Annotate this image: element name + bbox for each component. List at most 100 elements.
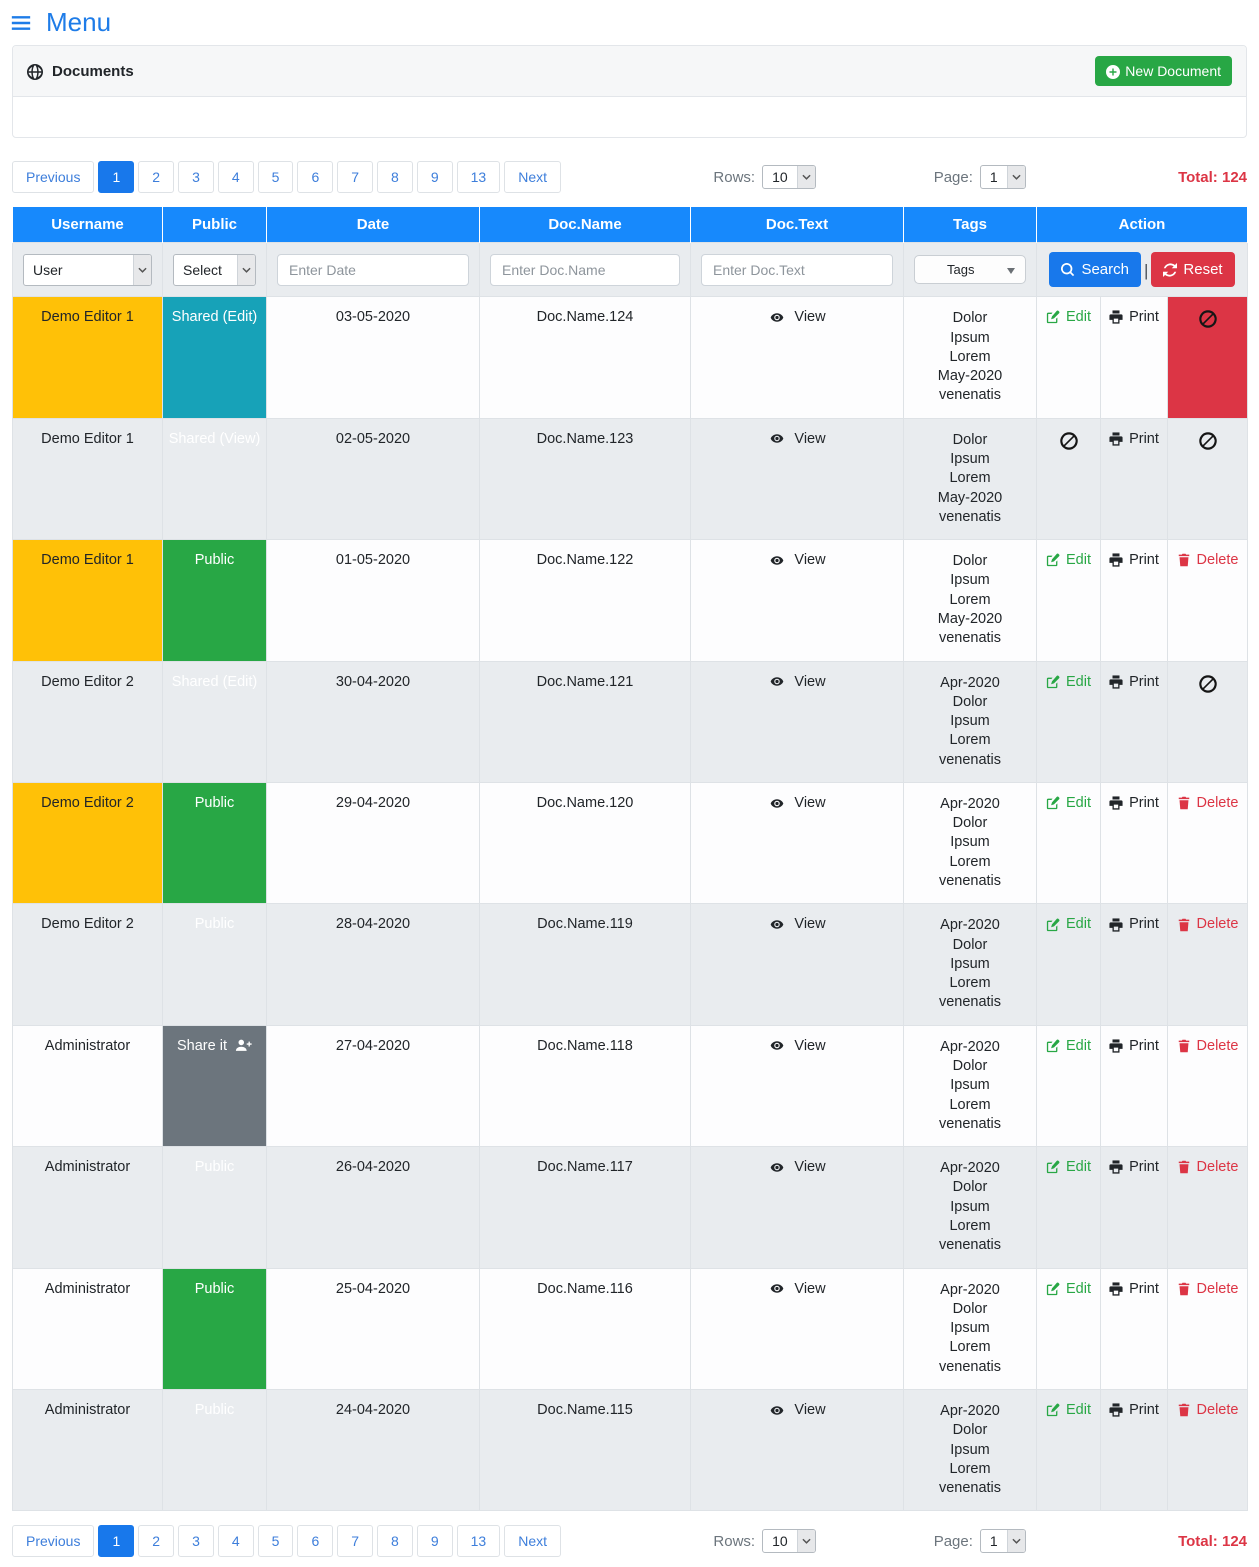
date-cell: 28-04-2020 xyxy=(266,903,480,1026)
delete-button[interactable]: Delete xyxy=(1177,916,1238,932)
delete-button[interactable]: Delete xyxy=(1177,795,1238,811)
view-button[interactable]: View xyxy=(768,1281,826,1297)
page-button-next[interactable]: Next xyxy=(504,1525,562,1558)
hamburger-icon[interactable] xyxy=(8,12,34,34)
view-button[interactable]: View xyxy=(768,309,826,325)
view-button[interactable]: View xyxy=(768,431,826,447)
username-cell: Administrator xyxy=(12,1146,163,1269)
page-button-previous[interactable]: Previous xyxy=(12,1525,95,1558)
tag: venenatis xyxy=(938,1115,1002,1132)
view-button[interactable]: View xyxy=(768,674,826,690)
page-button-previous[interactable]: Previous xyxy=(12,161,95,194)
edit-blocked-cell xyxy=(1036,417,1101,541)
edit-button[interactable]: Edit xyxy=(1046,795,1091,811)
page-button-8[interactable]: 8 xyxy=(377,161,413,194)
page-select[interactable]: 1 xyxy=(979,1529,1026,1554)
edit-button[interactable]: Edit xyxy=(1046,1281,1091,1297)
rows-select[interactable]: 10 xyxy=(762,165,816,190)
view-button[interactable]: View xyxy=(768,916,826,932)
page-button-1[interactable]: 1 xyxy=(98,161,135,194)
public-status-cell: Public xyxy=(162,781,267,905)
delete-button[interactable]: Delete xyxy=(1177,1402,1238,1418)
delete-cell: Delete xyxy=(1166,1267,1249,1390)
page-button-4[interactable]: 4 xyxy=(217,1525,254,1558)
print-button[interactable]: Print xyxy=(1109,795,1159,811)
tag: venenatis xyxy=(938,1480,1002,1497)
delete-button[interactable]: Delete xyxy=(1177,1038,1238,1054)
page-button-8[interactable]: 8 xyxy=(377,1525,413,1558)
page-button-2[interactable]: 2 xyxy=(138,161,175,194)
date-filter-input[interactable] xyxy=(277,253,469,286)
trash-icon xyxy=(1177,916,1191,932)
edit-button[interactable]: Edit xyxy=(1046,1402,1091,1418)
edit-button[interactable]: Edit xyxy=(1046,552,1091,568)
view-button[interactable]: View xyxy=(768,552,826,568)
page-button-5[interactable]: 5 xyxy=(257,1525,294,1558)
view-button[interactable]: View xyxy=(768,1159,826,1175)
page-button-13[interactable]: 13 xyxy=(456,161,501,194)
person-plus-icon xyxy=(231,1038,252,1054)
page-button-7[interactable]: 7 xyxy=(337,1525,374,1558)
page-button-4[interactable]: 4 xyxy=(217,161,254,194)
doc-text-filter-input[interactable] xyxy=(701,253,893,286)
doc-text-cell: View xyxy=(690,1024,904,1148)
public-status-cell: Shared (View) xyxy=(162,417,267,541)
page-button-9[interactable]: 9 xyxy=(416,161,453,194)
print-button[interactable]: Print xyxy=(1109,916,1159,932)
trash-icon xyxy=(1177,1159,1191,1175)
public-filter-select[interactable]: Select xyxy=(173,253,256,286)
page-button-3[interactable]: 3 xyxy=(178,1525,214,1558)
edit-button[interactable]: Edit xyxy=(1046,674,1091,690)
page-button-1[interactable]: 1 xyxy=(98,1525,135,1558)
print-button[interactable]: Print xyxy=(1109,1281,1159,1297)
doc-name-filter-input[interactable] xyxy=(490,253,680,286)
user-filter-select[interactable]: User xyxy=(23,253,152,286)
documents-panel-body xyxy=(13,97,1246,138)
print-button[interactable]: Print xyxy=(1109,1159,1159,1175)
rows-select[interactable]: 10 xyxy=(762,1529,816,1554)
view-button[interactable]: View xyxy=(768,1038,826,1054)
page-button-7[interactable]: 7 xyxy=(337,161,374,194)
page-button-5[interactable]: 5 xyxy=(257,161,294,194)
view-button[interactable]: View xyxy=(768,1402,826,1418)
tag: Apr-2020 xyxy=(940,1160,1000,1177)
reset-button[interactable]: Reset xyxy=(1151,252,1235,288)
page-select[interactable]: 1 xyxy=(979,165,1026,190)
tag: venenatis xyxy=(938,630,1002,647)
page-button-3[interactable]: 3 xyxy=(178,161,214,194)
print-button[interactable]: Print xyxy=(1109,1038,1159,1054)
public-status-cell[interactable]: Share it xyxy=(162,1024,267,1148)
delete-button[interactable]: Delete xyxy=(1177,1281,1238,1297)
tag: Apr-2020 xyxy=(940,1402,1000,1419)
new-document-button[interactable]: New Document xyxy=(1095,56,1232,87)
eye-icon xyxy=(768,1038,786,1054)
delete-blocked-cell xyxy=(1166,660,1249,783)
tag: Lorem xyxy=(949,470,991,487)
print-cell: Print xyxy=(1100,1267,1168,1390)
doc-name-cell: Doc.Name.115 xyxy=(479,1388,691,1512)
tags-cell: Dolor Ipsum Lorem May-2020 venenatis xyxy=(903,539,1037,662)
page-button-6[interactable]: 6 xyxy=(297,161,334,194)
trash-icon xyxy=(1177,1402,1191,1418)
print-button[interactable]: Print xyxy=(1109,1402,1159,1418)
print-button[interactable]: Print xyxy=(1109,309,1159,325)
edit-button[interactable]: Edit xyxy=(1046,1038,1091,1054)
page-button-next[interactable]: Next xyxy=(504,161,562,194)
print-button[interactable]: Print xyxy=(1109,674,1159,690)
edit-button[interactable]: Edit xyxy=(1046,309,1091,325)
delete-button[interactable]: Delete xyxy=(1177,552,1238,568)
tag: Dolor xyxy=(952,1058,988,1075)
search-button[interactable]: Search xyxy=(1049,252,1141,288)
print-button[interactable]: Print xyxy=(1109,552,1159,568)
view-button[interactable]: View xyxy=(768,795,826,811)
menu-link[interactable]: Menu xyxy=(46,7,112,37)
page-button-9[interactable]: 9 xyxy=(416,1525,453,1558)
edit-button[interactable]: Edit xyxy=(1046,1159,1091,1175)
page-button-6[interactable]: 6 xyxy=(297,1525,334,1558)
page-button-2[interactable]: 2 xyxy=(138,1525,175,1558)
page-button-13[interactable]: 13 xyxy=(456,1525,501,1558)
print-button[interactable]: Print xyxy=(1109,431,1159,447)
delete-button[interactable]: Delete xyxy=(1177,1159,1238,1175)
tags-filter-select[interactable]: Tags xyxy=(914,255,1026,285)
edit-button[interactable]: Edit xyxy=(1046,916,1091,932)
